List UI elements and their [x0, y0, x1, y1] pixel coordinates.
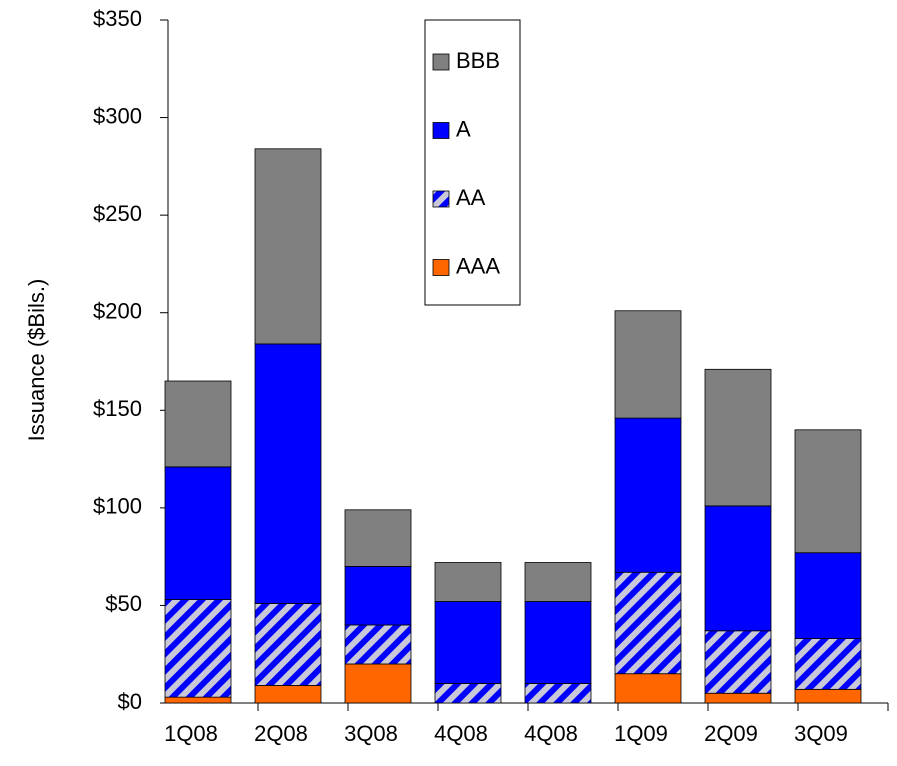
bar-segment	[704, 368, 772, 507]
y-tick-label: $50	[105, 591, 142, 616]
legend-label: A	[456, 116, 471, 141]
y-tick-label: $250	[93, 201, 142, 226]
x-tick-label: 3Q08	[344, 721, 398, 746]
bar-segment	[704, 505, 772, 632]
x-tick-label: 1Q09	[614, 721, 668, 746]
x-tick-label: 4Q08	[434, 721, 488, 746]
y-tick-label: $200	[93, 299, 142, 324]
bar-segment	[704, 630, 772, 694]
legend-label: AAA	[456, 253, 500, 278]
bar-segment	[614, 571, 682, 675]
bar-segment	[434, 601, 502, 684]
bar-segment	[434, 683, 502, 704]
x-tick-label: 1Q08	[164, 721, 218, 746]
bar-segment	[344, 509, 412, 567]
bar-segment	[524, 683, 592, 704]
bar-segment	[524, 562, 592, 602]
bar-segment	[344, 624, 412, 665]
x-tick-label: 4Q08	[524, 721, 578, 746]
bar-segment	[794, 638, 862, 690]
bar-segment	[164, 696, 232, 704]
bar-segment	[614, 417, 682, 573]
bar-segment	[254, 685, 322, 704]
x-tick-label: 2Q09	[704, 721, 758, 746]
y-tick-label: $0	[118, 689, 142, 714]
x-tick-label: 2Q08	[254, 721, 308, 746]
legend-label: BBB	[456, 48, 500, 73]
bar-segment	[344, 663, 412, 704]
bar-segment	[524, 601, 592, 684]
bar-segment	[254, 343, 322, 604]
y-tick-label: $100	[93, 494, 142, 519]
bar-segment	[794, 552, 862, 640]
x-tick-label: 3Q09	[794, 721, 848, 746]
y-axis-label: Issuance ($Bils.)	[24, 279, 49, 442]
bar-segment	[164, 599, 232, 698]
legend-swatch	[432, 190, 450, 208]
bar-segment	[794, 429, 862, 554]
bar-segment	[794, 688, 862, 704]
bar-segment	[704, 692, 772, 704]
legend-swatch	[432, 53, 450, 71]
legend-label: AA	[456, 185, 486, 210]
bar-segment	[344, 566, 412, 626]
bar-segment	[164, 466, 232, 600]
bar-segment	[254, 148, 322, 345]
bar-segment	[614, 673, 682, 704]
y-tick-label: $300	[93, 103, 142, 128]
y-tick-label: $350	[93, 6, 142, 31]
bar-segment	[614, 310, 682, 419]
legend-swatch	[432, 122, 450, 139]
bar-segment	[164, 380, 232, 468]
y-tick-label: $150	[93, 396, 142, 421]
legend-swatch	[432, 259, 450, 276]
bar-segment	[434, 562, 502, 602]
bar-segment	[254, 603, 322, 686]
